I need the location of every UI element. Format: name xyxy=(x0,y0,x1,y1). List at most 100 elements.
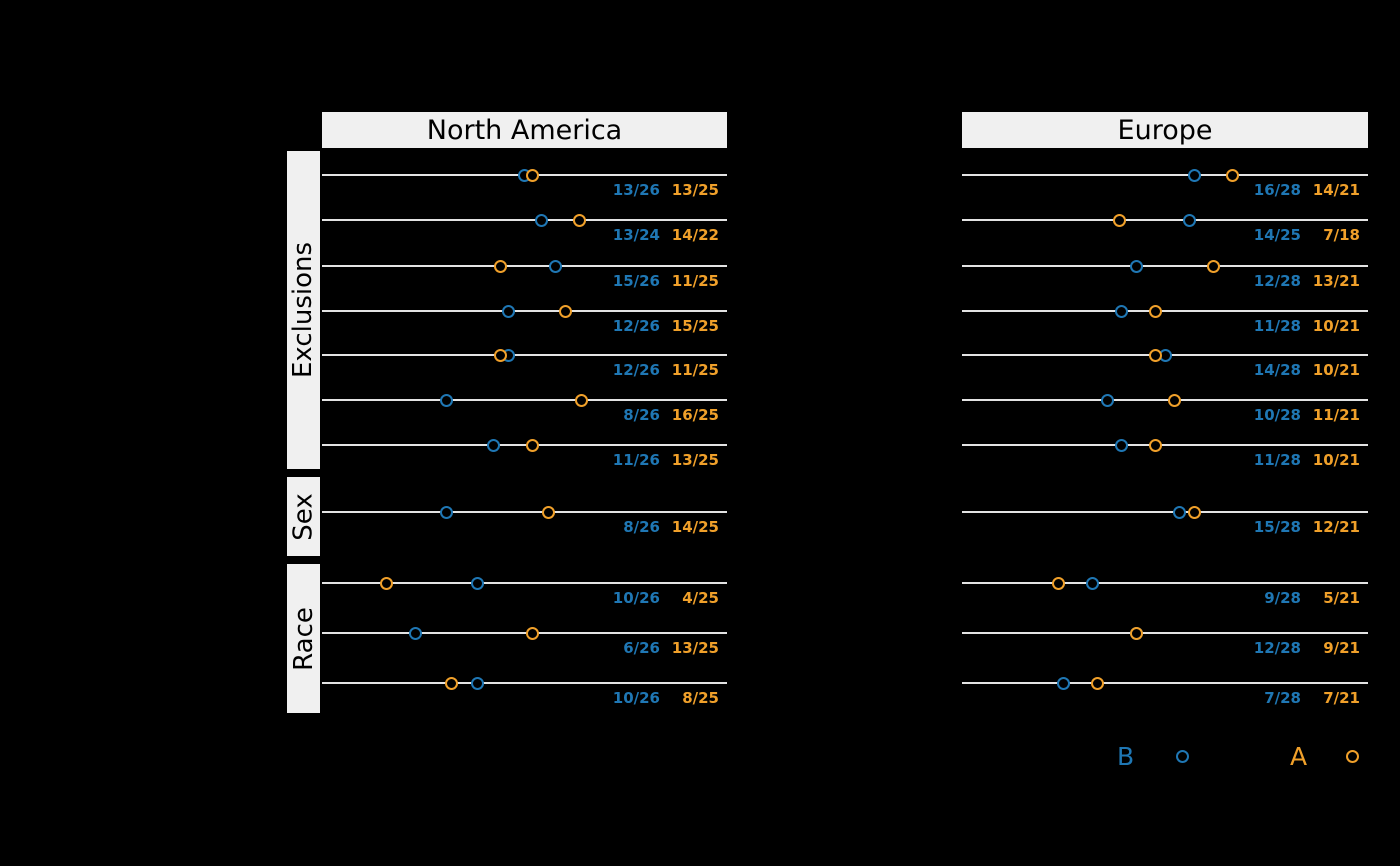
row-values: 14/25 7/18 xyxy=(1246,226,1360,244)
row-group-exclusions-label: Exclusions xyxy=(288,241,319,379)
series-a-value: 14/25 xyxy=(671,518,719,536)
series-b-dot xyxy=(471,676,485,690)
series-a-dot xyxy=(445,676,459,690)
row-values: 12/28 13/21 xyxy=(1246,272,1360,290)
series-a-value: 14/21 xyxy=(1312,181,1360,199)
row-values: 16/28 14/21 xyxy=(1246,181,1360,199)
series-b-value: 13/24 xyxy=(612,226,660,244)
series-a-value: 10/21 xyxy=(1312,361,1360,379)
row-values: 10/26 4/25 xyxy=(605,589,719,607)
row-values: 15/28 12/21 xyxy=(1246,518,1360,536)
series-a-dot xyxy=(526,626,540,640)
legend-b-circle-icon xyxy=(1176,750,1189,763)
series-b-dot xyxy=(1129,259,1143,273)
series-b-value: 10/26 xyxy=(612,689,660,707)
row-axis-line xyxy=(962,310,1368,312)
series-a-value: 15/25 xyxy=(671,317,719,335)
series-b-value: 16/28 xyxy=(1253,181,1301,199)
series-a-value: 14/22 xyxy=(671,226,719,244)
series-a-dot xyxy=(1148,438,1162,452)
series-b-value: 14/25 xyxy=(1253,226,1301,244)
row-group-exclusions: Exclusions xyxy=(287,151,320,469)
row-group-race-label: Race xyxy=(288,606,319,671)
series-b-dot xyxy=(486,438,500,452)
series-a-dot xyxy=(1090,676,1104,690)
series-b-value: 8/26 xyxy=(623,406,660,424)
series-a-dot xyxy=(1226,168,1240,182)
series-a-dot xyxy=(573,213,587,227)
row-values: 10/26 8/25 xyxy=(605,689,719,707)
series-b-value: 11/26 xyxy=(612,451,660,469)
series-a-dot xyxy=(380,576,394,590)
series-a-dot xyxy=(1206,259,1220,273)
series-b-value: 12/28 xyxy=(1253,272,1301,290)
row-values: 8/26 16/25 xyxy=(605,406,719,424)
legend-label-b: B xyxy=(1117,742,1135,771)
series-b-dot xyxy=(1115,304,1128,318)
series-b-dot xyxy=(1182,213,1196,227)
series-b-value: 12/28 xyxy=(1253,639,1301,657)
series-a-dot xyxy=(1113,213,1127,227)
series-a-value: 12/21 xyxy=(1312,518,1360,536)
series-a-value: 11/21 xyxy=(1312,406,1360,424)
series-a-value: 13/25 xyxy=(671,639,719,657)
series-b-value: 15/28 xyxy=(1253,518,1301,536)
row-axis-line xyxy=(322,354,727,356)
row-axis-line xyxy=(962,682,1368,684)
series-a-value: 9/21 xyxy=(1323,639,1360,657)
series-b-value: 13/26 xyxy=(612,181,660,199)
series-b-dot xyxy=(1115,438,1128,452)
panel-title-north-america: North America xyxy=(322,112,727,148)
row-axis-line xyxy=(322,265,727,267)
series-a-value: 13/25 xyxy=(671,181,719,199)
series-a-value: 8/25 xyxy=(682,689,719,707)
row-axis-line xyxy=(962,511,1368,513)
series-a-dot xyxy=(1187,505,1201,519)
row-values: 8/26 14/25 xyxy=(605,518,719,536)
row-axis-line xyxy=(962,265,1368,267)
row-values: 11/26 13/25 xyxy=(605,451,719,469)
row-axis-line xyxy=(962,582,1368,584)
series-a-dot xyxy=(493,348,507,362)
row-group-sex: Sex xyxy=(287,477,320,556)
series-b-value: 7/28 xyxy=(1264,689,1301,707)
series-b-value: 10/28 xyxy=(1253,406,1301,424)
series-b-dot xyxy=(408,626,422,640)
row-values: 11/28 10/21 xyxy=(1246,451,1360,469)
series-b-dot xyxy=(534,213,548,227)
series-a-value: 5/21 xyxy=(1323,589,1360,607)
series-a-dot xyxy=(574,393,588,407)
row-axis-line xyxy=(962,399,1368,401)
series-a-dot xyxy=(1148,304,1162,318)
series-b-dot xyxy=(1173,505,1186,519)
row-axis-line xyxy=(322,632,727,634)
row-values: 12/26 11/25 xyxy=(605,361,719,379)
series-a-value: 7/18 xyxy=(1323,226,1360,244)
row-axis-line xyxy=(962,632,1368,634)
series-b-value: 9/28 xyxy=(1264,589,1301,607)
series-a-value: 13/21 xyxy=(1312,272,1360,290)
series-b-dot xyxy=(440,505,454,519)
row-group-sex-label: Sex xyxy=(288,492,319,541)
legend-label-a: A xyxy=(1290,742,1308,771)
series-a-dot xyxy=(1168,393,1182,407)
series-a-dot xyxy=(526,168,540,182)
row-values: 11/28 10/21 xyxy=(1246,317,1360,335)
row-values: 12/26 15/25 xyxy=(605,317,719,335)
row-values: 14/28 10/21 xyxy=(1246,361,1360,379)
panel-title-europe: Europe xyxy=(962,112,1368,148)
series-b-dot xyxy=(440,393,454,407)
series-a-value: 11/25 xyxy=(671,272,719,290)
row-values: 12/28 9/21 xyxy=(1246,639,1360,657)
series-b-value: 15/26 xyxy=(612,272,660,290)
series-b-value: 14/28 xyxy=(1253,361,1301,379)
row-values: 13/24 14/22 xyxy=(605,226,719,244)
row-values: 6/26 13/25 xyxy=(605,639,719,657)
series-b-dot xyxy=(1057,676,1070,690)
series-b-value: 10/26 xyxy=(612,589,660,607)
row-axis-line xyxy=(962,219,1368,221)
series-b-dot xyxy=(471,576,485,590)
series-a-value: 13/25 xyxy=(671,451,719,469)
series-b-value: 12/26 xyxy=(612,317,660,335)
